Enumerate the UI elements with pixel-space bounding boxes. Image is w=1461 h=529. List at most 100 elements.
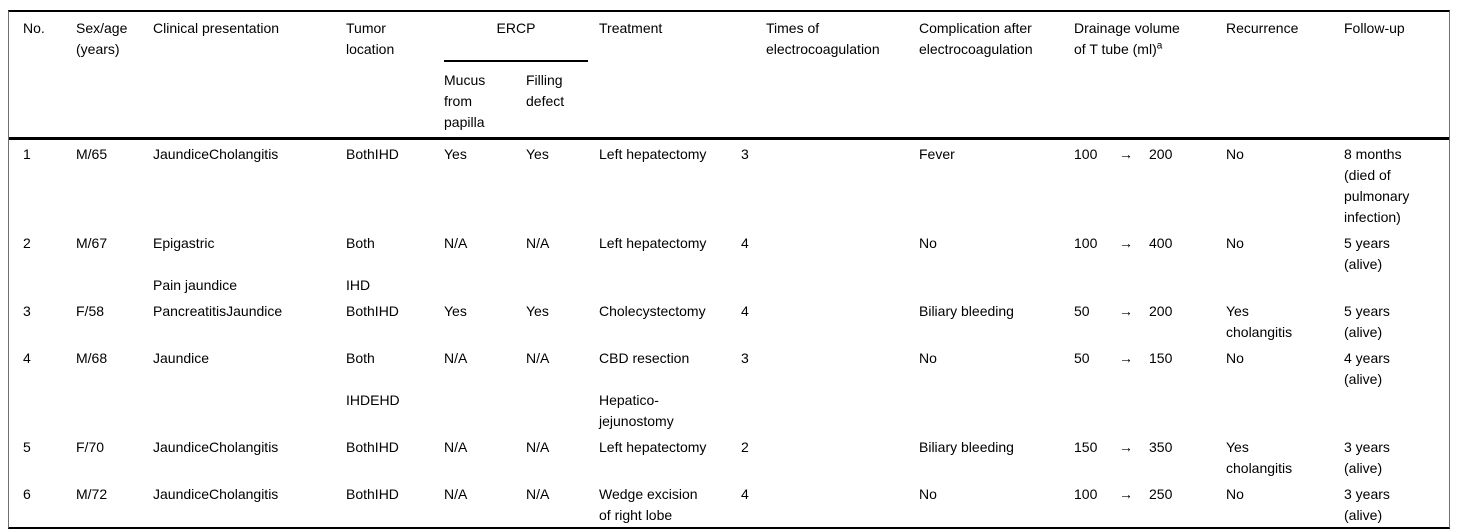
cell-recurrence: No	[1226, 235, 1244, 251]
cell-complication: No	[919, 235, 937, 251]
cell-complication: No	[919, 350, 937, 366]
cell-treatment: Wedge excision of right lobe	[599, 486, 698, 523]
table-row: 4 M/68 Jaundice Both IHDEHD N/A N/A CBD …	[9, 344, 1449, 433]
cell-sex-age: M/68	[76, 350, 108, 366]
cell-followup: 3 years (alive)	[1344, 439, 1390, 476]
col-header-times-of-electrocoagulation: Times of electrocoagulation	[766, 20, 880, 57]
col-header-no: No.	[23, 20, 45, 36]
cell-followup: 5 years (alive)	[1344, 235, 1390, 272]
drainage-before: 100	[1074, 486, 1098, 502]
drainage-after: 150	[1149, 350, 1173, 366]
cell-clinical-presentation: JaundiceCholangitis	[153, 486, 279, 502]
cell-drainage-volume: 50 → 200	[1068, 301, 1226, 344]
col-header-drainage-volume: Drainage volume of T tube (ml)a	[1068, 18, 1226, 137]
table-row: 1 M/65 JaundiceCholangitis BothIHD Yes Y…	[9, 140, 1449, 229]
arrow-right-icon: →	[1119, 303, 1133, 319]
cell-clinical-presentation: PancreatitisJaundice	[153, 303, 283, 319]
ercp-group-rule	[444, 60, 588, 62]
table-row: 2 M/67 Epigastric Pain jaundice Both IHD…	[9, 229, 1449, 297]
table-row: 6 M/72 JaundiceCholangitis BothIHD N/A N…	[9, 480, 1449, 527]
cell-drainage-volume: 100 → 400	[1068, 233, 1226, 297]
cell-mucus-from-papilla: Yes	[444, 146, 467, 162]
cell-times-of-electrocoagulation: 4	[741, 486, 749, 502]
cell-no: 1	[23, 146, 31, 162]
patient-data-table: No. Sex/age (years) Clinical presentatio…	[8, 10, 1450, 529]
cell-treatment: CBD resection Hepatico- jejunostomy	[599, 350, 690, 429]
cell-treatment: Left hepatectomy	[599, 235, 707, 251]
cell-mucus-from-papilla: N/A	[444, 439, 468, 455]
col-header-sex-age: Sex/age (years)	[76, 20, 128, 57]
cell-followup: 8 months (died of pulmonary infection)	[1344, 146, 1410, 225]
cell-filling-defect: Yes	[526, 146, 549, 162]
cell-tumor-location: Both IHD	[346, 235, 375, 293]
col-header-followup: Follow-up	[1344, 20, 1405, 36]
drainage-before: 50	[1074, 303, 1090, 319]
col-header-filling-defect: Filling defect	[526, 72, 565, 109]
col-header-clinical-presentation: Clinical presentation	[153, 20, 280, 36]
drainage-header-text: Drainage volume of T tube (ml)	[1074, 20, 1180, 57]
drainage-after: 200	[1149, 146, 1173, 162]
drainage-after: 250	[1149, 486, 1173, 502]
cell-recurrence: Yes cholangitis	[1226, 303, 1293, 340]
drainage-before: 150	[1074, 439, 1098, 455]
cell-tumor-location: BothIHD	[346, 146, 399, 162]
arrow-right-icon: →	[1119, 486, 1133, 502]
cell-mucus-from-papilla: N/A	[444, 235, 468, 251]
table-row: 5 F/70 JaundiceCholangitis BothIHD N/A N…	[9, 433, 1449, 480]
cell-mucus-from-papilla: Yes	[444, 303, 467, 319]
drainage-before: 100	[1074, 146, 1098, 162]
cell-times-of-electrocoagulation: 4	[741, 303, 749, 319]
cell-no: 2	[23, 235, 31, 251]
col-header-ercp: ERCP	[496, 20, 536, 36]
arrow-right-icon: →	[1119, 235, 1133, 251]
cell-followup: 3 years (alive)	[1344, 486, 1390, 523]
col-header-treatment: Treatment	[599, 20, 663, 36]
cell-no: 3	[23, 303, 31, 319]
cell-clinical-presentation: JaundiceCholangitis	[153, 439, 279, 455]
cell-sex-age: M/65	[76, 146, 108, 162]
cell-tumor-location: BothIHD	[346, 303, 399, 319]
cell-clinical-presentation: JaundiceCholangitis	[153, 146, 279, 162]
cell-drainage-volume: 50 → 150	[1068, 348, 1226, 433]
drainage-before: 100	[1074, 235, 1098, 251]
cell-no: 6	[23, 486, 31, 502]
drainage-after: 400	[1149, 235, 1173, 251]
arrow-right-icon: →	[1119, 350, 1133, 366]
drainage-after: 200	[1149, 303, 1173, 319]
cell-recurrence: No	[1226, 486, 1244, 502]
table-header-row: No. Sex/age (years) Clinical presentatio…	[9, 12, 1449, 140]
cell-filling-defect: N/A	[526, 350, 550, 366]
cell-sex-age: M/72	[76, 486, 108, 502]
drainage-footnote-marker: a	[1156, 40, 1163, 52]
cell-clinical-presentation: Jaundice	[153, 350, 210, 366]
cell-complication: Biliary bleeding	[919, 439, 1014, 455]
cell-clinical-presentation: Epigastric Pain jaundice	[153, 235, 238, 293]
cell-no: 4	[23, 350, 31, 366]
cell-drainage-volume: 150 → 350	[1068, 437, 1226, 480]
cell-tumor-location: BothIHD	[346, 439, 399, 455]
col-group-ercp: ERCP Mucus from papilla Filling defect	[444, 18, 599, 137]
cell-drainage-volume: 100 → 250	[1068, 484, 1226, 527]
cell-complication: No	[919, 486, 937, 502]
cell-mucus-from-papilla: N/A	[444, 350, 468, 366]
cell-tumor-location: Both IHDEHD	[346, 350, 400, 408]
cell-tumor-location: BothIHD	[346, 486, 399, 502]
arrow-right-icon: →	[1119, 146, 1133, 162]
cell-complication: Biliary bleeding	[919, 303, 1014, 319]
cell-filling-defect: N/A	[526, 235, 550, 251]
table-row: 3 F/58 PancreatitisJaundice BothIHD Yes …	[9, 297, 1449, 344]
cell-sex-age: M/67	[76, 235, 108, 251]
cell-mucus-from-papilla: N/A	[444, 486, 468, 502]
arrow-right-icon: →	[1119, 439, 1133, 455]
ercp-subheaders: Mucus from papilla Filling defect	[444, 70, 599, 133]
col-header-mucus-from-papilla: Mucus from papilla	[444, 72, 486, 130]
cell-recurrence: No	[1226, 350, 1244, 366]
cell-followup: 5 years (alive)	[1344, 303, 1390, 340]
cell-treatment: Left hepatectomy	[599, 146, 707, 162]
cell-drainage-volume: 100 → 200	[1068, 144, 1226, 229]
cell-complication: Fever	[919, 146, 955, 162]
col-header-tumor-location: Tumor location	[346, 20, 395, 57]
cell-times-of-electrocoagulation: 4	[741, 235, 749, 251]
cell-recurrence: Yes cholangitis	[1226, 439, 1293, 476]
